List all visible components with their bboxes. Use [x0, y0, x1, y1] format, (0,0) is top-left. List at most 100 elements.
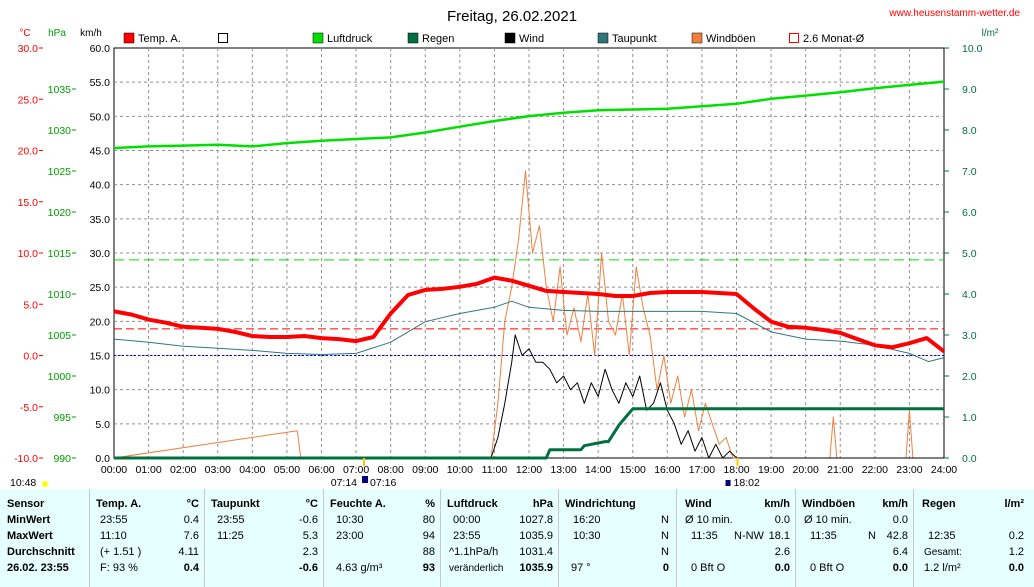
gust-min-label: Ø 10 min.	[804, 514, 852, 526]
time-tick-label: 04:00	[239, 464, 265, 476]
time-tick-label: 19:00	[758, 464, 784, 476]
legend-swatch	[597, 32, 609, 44]
temp-avg-delta: (+ 1.51 )	[100, 546, 142, 558]
legend-label: Windböen	[706, 33, 756, 45]
sunrise-label: 07:14	[331, 477, 357, 489]
legend-swatch	[691, 32, 703, 44]
wind-tick-label: 15.0	[90, 351, 111, 363]
pressure-tick-label: 990	[53, 453, 71, 465]
pressure-trend-rate: ^1.1hPa/h	[449, 546, 499, 558]
pressure-header: Luftdruck	[447, 498, 498, 510]
time-tick-label: 15:00	[620, 464, 646, 476]
rain-day-total: 1.2 l/m²	[924, 562, 961, 574]
wind-tick-label: 20.0	[90, 316, 111, 328]
series-line	[113, 300, 945, 363]
rain-tick-label: 2.0	[962, 371, 977, 383]
rain-tick-label: 5.0	[962, 248, 977, 260]
legend-label: Taupunkt	[612, 33, 657, 45]
rain-column: Regen l/m² 12:35 0.2 Gesamt: 1.2 1.2 l/m² 0.…	[913, 489, 1034, 587]
pressure-max-time: 23:55	[453, 530, 481, 542]
dewpoint-avg-value: 2.3	[302, 546, 318, 558]
rain-total-label: Gesamt:	[924, 547, 962, 558]
rain-tick-label: 6.0	[962, 207, 977, 219]
time-tick-label: 07:00	[343, 464, 369, 476]
time-tick-label: 18:00	[723, 464, 749, 476]
sun-markers: 10:48 07:14 07:16 18:02	[10, 458, 760, 489]
legend-label: 2.6 Monat-Ø	[803, 33, 865, 45]
sensor-header: Sensor	[7, 498, 45, 510]
rain-current-value: 0.0	[1008, 562, 1024, 574]
rain-tick-label: 10.0	[962, 43, 983, 55]
humidity-max-value: 94	[422, 530, 435, 542]
sunrise-marker-label: 10:48	[10, 477, 36, 489]
time-tick-label: 08:00	[378, 464, 404, 476]
sunrise-flag	[362, 476, 369, 483]
temp-tick-label: 5.0	[23, 299, 38, 311]
rain-tick-label: 7.0	[962, 166, 977, 178]
dewpoint-column: Taupunkt °C 23:55 -0.6 11:25 5.3 2.3 -0.6	[204, 489, 324, 587]
wind-column: Wind km/h Ø 10 min. 0.0 11:35 N-NW 18.1 2.6 …	[676, 489, 796, 587]
time-tick-label: 24:00	[931, 464, 957, 476]
legend-label: Regen	[422, 33, 454, 45]
humidity-column: Feuchte A.% 10:30 80 23:00 94 88 4.63 g/m³…	[323, 489, 441, 587]
time-tick-label: 12:00	[516, 464, 542, 476]
pressure-unit-cell: hPa	[532, 498, 553, 510]
wind-avg-value: 2.6	[774, 546, 790, 558]
humidity-avg-value: 88	[422, 546, 435, 558]
humidity-header: Feuchte A.	[330, 498, 386, 510]
time-tick-label: 13:00	[550, 464, 576, 476]
wind-beaufort: 0 Bft O	[691, 562, 726, 574]
time-tick-label: 05:00	[274, 464, 300, 476]
time-tick-label: 16:00	[654, 464, 680, 476]
dewpoint-current-value: -0.6	[299, 562, 318, 574]
temp-tick-label: -10.0	[14, 453, 38, 465]
temp-min-time: 23:55	[100, 514, 128, 526]
pressure-tick-label: 1025	[48, 166, 72, 178]
temp-tick-label: -5.0	[20, 402, 38, 414]
sensor-column: Sensor MinWert MaxWert Durchschnitt 26.0…	[0, 489, 89, 587]
pressure-unit: hPa	[48, 28, 66, 39]
wind-current-value: 0.0	[774, 562, 790, 574]
pressure-column: Luftdruck hPa 00:00 1027.8 23:55 1035.9 ^1.…	[440, 489, 559, 587]
weather-chart: 00:00 01:00 02:00 03:00 04:00 05:00 06:00 07:00…	[10, 8, 1020, 489]
legend-label: Luftdruck	[327, 33, 373, 45]
time-tick-label: 22:00	[862, 464, 888, 476]
legend-swatch	[407, 32, 419, 44]
rain-unit: l/m²	[982, 28, 999, 39]
time-tick-label: 23:00	[896, 464, 922, 476]
pressure-max-value: 1035.9	[519, 530, 553, 542]
legend-swatch	[218, 33, 228, 43]
pressure-tick-label: 1000	[48, 371, 72, 383]
temp-unit: °C	[19, 28, 30, 39]
wind-tick-label: 0.0	[95, 453, 110, 465]
wind-max-direction: N-NW	[734, 530, 764, 542]
pressure-min-value: 1027.8	[519, 514, 553, 526]
wind-tick-label: 10.0	[90, 385, 111, 397]
temp-tick-label: 10.0	[18, 248, 39, 260]
legend-label: Wind	[519, 33, 544, 45]
pressure-tick-label: 995	[53, 412, 71, 424]
dewpoint-header: Taupunkt	[211, 498, 260, 510]
chart-legend: Temp. A. Luftdruck Regen Wind Taupunkt Windbö…	[123, 32, 865, 45]
humidity-current-value: 93	[422, 562, 435, 574]
wind-header: Wind	[685, 498, 712, 510]
time-tick-label: 11:00	[482, 464, 508, 476]
series-line	[113, 275, 946, 353]
gust-max-time: 11:35	[810, 530, 837, 542]
humidity-unit-cell: %	[425, 498, 435, 510]
rain-unit-cell: l/m²	[1004, 498, 1024, 510]
gust-beaufort: 0 Bft O	[810, 562, 845, 574]
rain-tick-label: 9.0	[962, 84, 977, 96]
dewpoint-min-value: -0.6	[299, 514, 318, 526]
pressure-tick-label: 1015	[48, 248, 72, 260]
time-tick-label: 01:00	[135, 464, 161, 476]
time-tick-label: 06:00	[308, 464, 334, 476]
time-tick-label: 17:00	[689, 464, 715, 476]
legend-swatch	[312, 32, 324, 44]
wind-direction-max-value: N	[661, 530, 669, 542]
rain-tick-label: 4.0	[962, 289, 977, 301]
website-link[interactable]: www.heusenstamm-wetter.de	[888, 8, 1020, 19]
wind-direction-min-value: N	[661, 514, 669, 526]
legend-swatch	[789, 33, 799, 43]
wind-tick-label: 50.0	[90, 111, 111, 123]
